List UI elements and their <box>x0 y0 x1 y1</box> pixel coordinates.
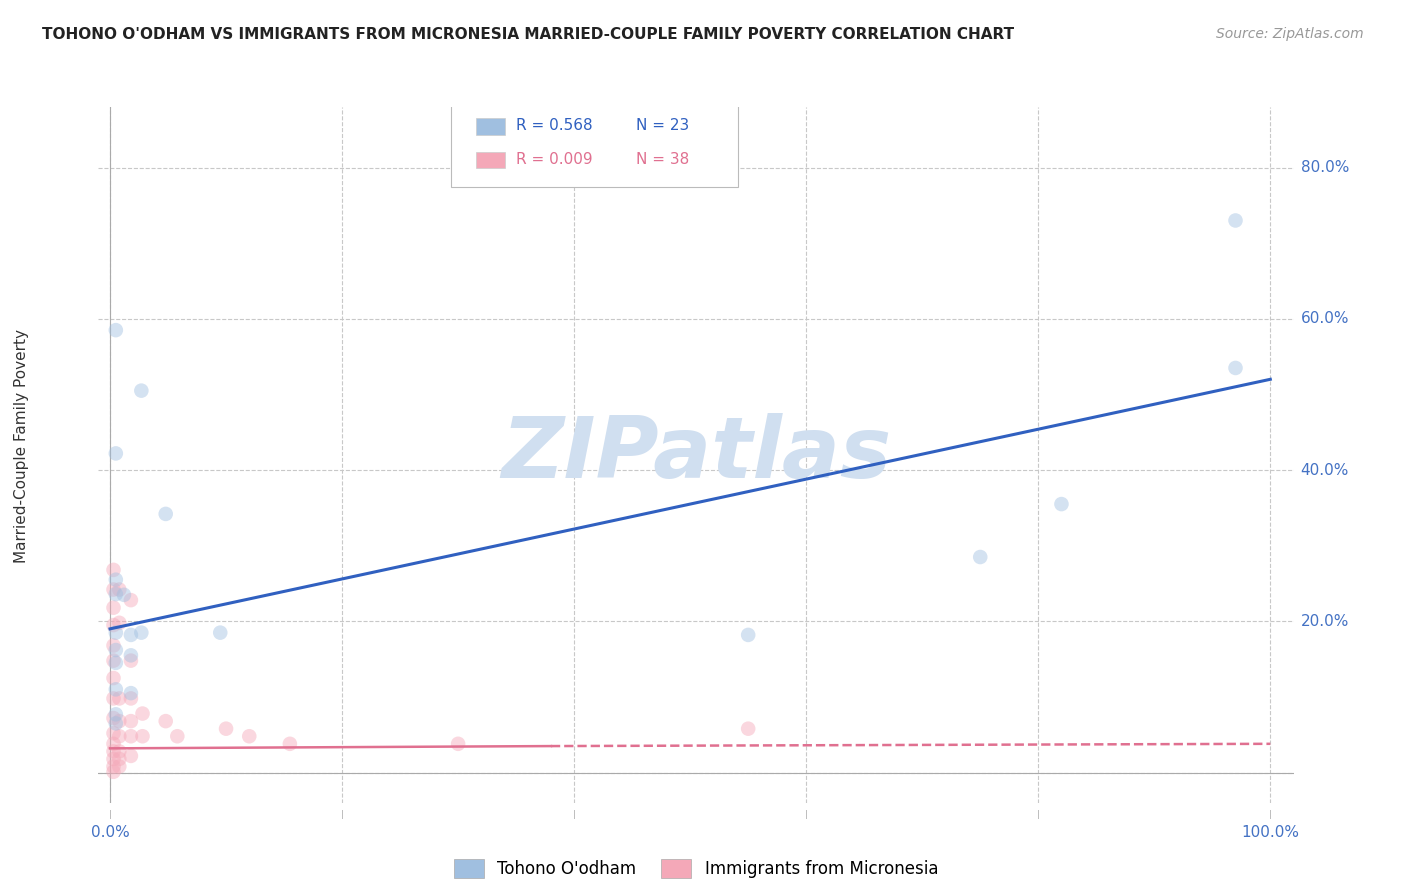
FancyBboxPatch shape <box>477 152 505 169</box>
Point <box>120 691 142 706</box>
Text: 0.0%: 0.0% <box>90 825 129 840</box>
Point <box>737 722 759 736</box>
Point <box>120 593 142 607</box>
Point <box>103 759 125 773</box>
Point <box>108 615 131 630</box>
Point <box>104 707 127 722</box>
Point <box>969 549 991 564</box>
Point <box>103 600 125 615</box>
Point <box>166 729 188 743</box>
Point <box>103 618 125 632</box>
Point <box>103 582 125 597</box>
Point <box>120 686 142 700</box>
Point <box>120 628 142 642</box>
Point <box>103 711 125 725</box>
Text: Source: ZipAtlas.com: Source: ZipAtlas.com <box>1216 27 1364 41</box>
Text: ZIPatlas: ZIPatlas <box>501 413 891 497</box>
Point <box>104 446 127 460</box>
Point <box>131 729 153 743</box>
Point <box>103 726 125 740</box>
Point <box>120 714 142 728</box>
Text: |: | <box>1268 810 1272 819</box>
Point <box>131 706 153 721</box>
FancyBboxPatch shape <box>477 118 505 135</box>
Point <box>120 748 142 763</box>
Point <box>447 737 470 751</box>
Point <box>1225 360 1247 375</box>
Point <box>104 656 127 670</box>
Point <box>103 563 125 577</box>
FancyBboxPatch shape <box>451 103 738 187</box>
Point <box>104 625 127 640</box>
Point <box>238 729 260 743</box>
Point <box>155 507 177 521</box>
Point <box>278 737 301 751</box>
Text: |: | <box>340 810 343 819</box>
Point <box>155 714 177 728</box>
Text: |: | <box>804 810 807 819</box>
Point <box>104 682 127 697</box>
Point <box>215 722 238 736</box>
Point <box>103 671 125 685</box>
Point <box>103 744 125 758</box>
Point <box>120 654 142 668</box>
Text: |: | <box>1036 810 1039 819</box>
Text: 40.0%: 40.0% <box>1301 463 1348 477</box>
Text: 80.0%: 80.0% <box>1301 160 1348 175</box>
Point <box>104 587 127 601</box>
Text: N = 23: N = 23 <box>636 119 689 133</box>
Point <box>108 582 131 597</box>
Point <box>737 628 759 642</box>
Point <box>103 764 125 779</box>
Point <box>112 588 135 602</box>
Text: TOHONO O'ODHAM VS IMMIGRANTS FROM MICRONESIA MARRIED-COUPLE FAMILY POVERTY CORRE: TOHONO O'ODHAM VS IMMIGRANTS FROM MICRON… <box>42 27 1014 42</box>
Point <box>108 714 131 728</box>
Text: N = 38: N = 38 <box>636 152 689 167</box>
Text: Married-Couple Family Poverty: Married-Couple Family Poverty <box>14 329 28 563</box>
Point <box>108 691 131 706</box>
Point <box>120 729 142 743</box>
Point <box>108 752 131 766</box>
Text: 60.0%: 60.0% <box>1301 311 1348 326</box>
Point <box>104 323 127 337</box>
Point <box>108 759 131 773</box>
Point <box>104 573 127 587</box>
Legend: Tohono O'odham, Immigrants from Micronesia: Tohono O'odham, Immigrants from Micrones… <box>447 853 945 885</box>
Point <box>103 752 125 766</box>
Point <box>103 737 125 751</box>
Point <box>103 654 125 668</box>
Text: R = 0.568: R = 0.568 <box>516 119 592 133</box>
Text: |: | <box>572 810 575 819</box>
Point <box>1225 213 1247 227</box>
Point <box>120 648 142 663</box>
Point <box>1050 497 1073 511</box>
Point <box>104 643 127 657</box>
Text: 100.0%: 100.0% <box>1241 825 1299 840</box>
Point <box>131 625 153 640</box>
Point <box>108 729 131 743</box>
Point <box>103 691 125 706</box>
Point <box>131 384 153 398</box>
Text: R = 0.009: R = 0.009 <box>516 152 592 167</box>
Text: 20.0%: 20.0% <box>1301 614 1348 629</box>
Text: |: | <box>108 810 111 819</box>
Point <box>209 625 232 640</box>
Point <box>103 639 125 653</box>
Point <box>108 744 131 758</box>
Point <box>104 716 127 731</box>
